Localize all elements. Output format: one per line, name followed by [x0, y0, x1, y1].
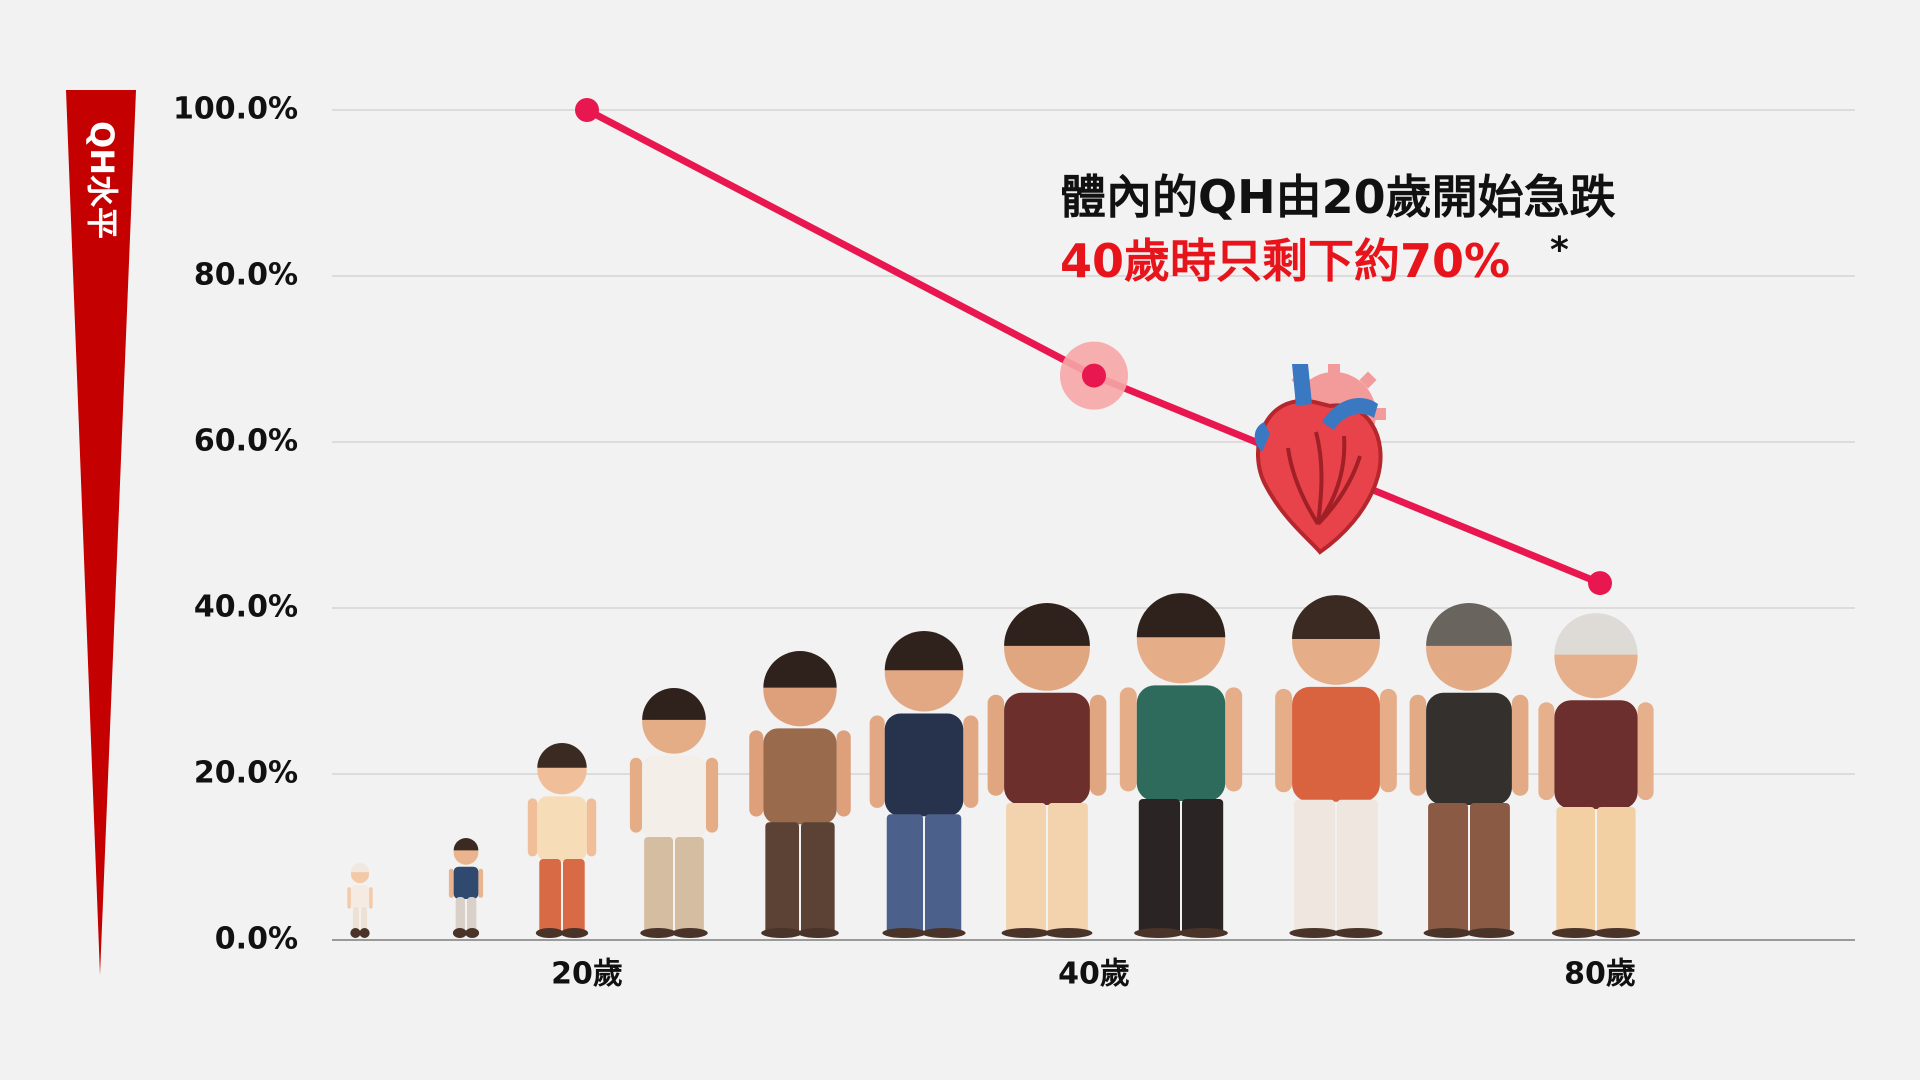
y-tick-label: 60.0% — [194, 424, 298, 459]
person-figure — [448, 838, 484, 938]
person-figure — [869, 631, 979, 938]
x-tick-labels: 20歲 40歲 80歲 — [551, 957, 1636, 992]
person-figure — [347, 863, 373, 938]
person-figure — [629, 688, 719, 938]
series-line — [575, 98, 1612, 596]
person-figure — [1409, 603, 1529, 938]
x-tick-label: 80歲 — [1564, 957, 1636, 992]
annotation-line-1: 體內的QH由20歲開始急跌 — [1060, 170, 1616, 224]
y-axis-bar — [66, 90, 136, 975]
person-figure — [749, 651, 851, 938]
data-point — [1082, 363, 1106, 388]
data-point — [575, 98, 599, 122]
person-figure — [1119, 593, 1243, 938]
y-tick-label: 80.0% — [194, 258, 298, 293]
people-age-progression-icon — [347, 593, 1654, 938]
annotation-line-2: 40歲時只剩下約70% — [1060, 234, 1510, 288]
annotation-mark: * — [1550, 230, 1569, 271]
person-figure — [1538, 613, 1654, 938]
person-figure — [527, 743, 597, 938]
data-point — [1588, 571, 1612, 596]
y-tick-label: 0.0% — [215, 922, 298, 957]
y-tick-label: 40.0% — [194, 590, 298, 625]
y-axis-label: QH水平 — [83, 121, 121, 239]
y-tick-label: 20.0% — [194, 756, 298, 791]
person-figure — [987, 603, 1107, 938]
y-tick-labels: 100.0% 80.0% 60.0% 40.0% 20.0% 0.0% — [173, 92, 298, 957]
y-tick-label: 100.0% — [173, 92, 298, 127]
x-tick-label: 40歲 — [1058, 957, 1130, 992]
person-figure — [1275, 595, 1397, 938]
x-tick-label: 20歲 — [551, 957, 623, 992]
heart-icon — [1254, 364, 1386, 555]
